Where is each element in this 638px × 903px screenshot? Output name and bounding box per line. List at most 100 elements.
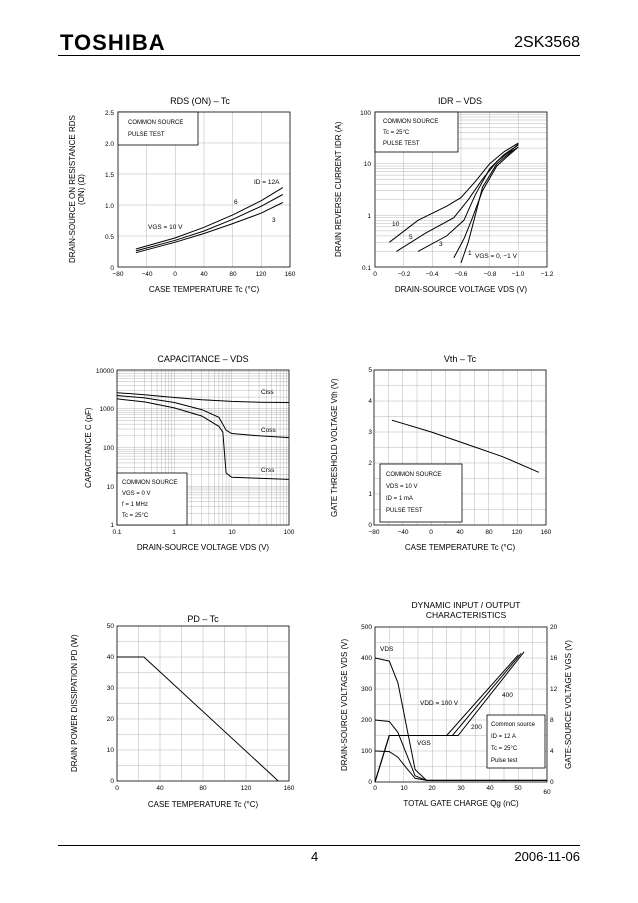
cap-xlabel: DRAIN-SOURCE VOLTAGE VDS (V) — [137, 543, 270, 552]
cap-legend-2: VGS = 0 V — [122, 491, 151, 497]
dyn-y2tick: 20 — [550, 624, 558, 631]
rds-yticks: 0 0.5 1.0 1.5 2.0 2.5 — [105, 110, 114, 272]
rds-xtick: 0 — [173, 271, 177, 278]
pd-xtick: 120 — [241, 785, 252, 792]
pd-ytick: 20 — [107, 716, 115, 723]
vth-legend-4: PULSE TEST — [386, 508, 423, 514]
vth-ylabel: GATE THRESHOLD VOLTAGE Vth (V) — [330, 378, 339, 517]
chart-rds: RDS (ON) – Tc COMMON SOURCE PULSE TEST I… — [68, 96, 296, 294]
dyn-y2label: GATE-SOURCE VOLTAGE VGS (V) — [564, 640, 573, 769]
rds-label-vgs: VGS = 10 V — [148, 224, 183, 231]
rds-title: RDS (ON) – Tc — [170, 96, 230, 106]
pd-ytick: 30 — [107, 685, 115, 692]
idr-ytick: 10 — [364, 161, 372, 168]
dyn-legend-4: Pulse test — [491, 758, 518, 764]
idr-legend-2: Tc = 25°C — [383, 130, 410, 136]
vth-xtick: −40 — [397, 529, 408, 536]
series-vds-100 — [374, 750, 547, 781]
cap-ytick: 1 — [110, 522, 114, 529]
chart-dyn: DYNAMIC INPUT / OUTPUT CHARACTERISTICS V… — [340, 600, 573, 808]
series-5 — [396, 143, 519, 252]
dyn-ytick: 100 — [361, 748, 372, 755]
vth-xtick: 0 — [429, 529, 433, 536]
dyn-xtick: 40 — [486, 785, 494, 792]
dyn-y2tick: 0 — [550, 779, 554, 786]
vth-xlabel: CASE TEMPERATURE Tc (°C) — [405, 543, 516, 552]
dyn-y2tick: 12 — [550, 686, 558, 693]
rds-xtick: 40 — [200, 271, 208, 278]
series-6 — [135, 194, 284, 252]
vth-legend-1: COMMON SOURCE — [386, 472, 441, 478]
pd-ytick: 0 — [110, 778, 114, 785]
cap-ytick: 10000 — [96, 368, 114, 375]
idr-label-10: 10 — [392, 221, 400, 228]
rds-ytick: 2.0 — [105, 141, 114, 148]
vth-xtick: 120 — [512, 529, 523, 536]
rds-legend-1: COMMON SOURCE — [128, 120, 183, 126]
chart-idr: IDR – VDS COMMON SOURCE Tc = 25°C PULSE … — [334, 96, 554, 294]
idr-label-vgs: VGS = 0, −1 V — [475, 253, 518, 260]
idr-legend-3: PULSE TEST — [383, 141, 420, 147]
cap-ylabel: CAPACITANCE C (pF) — [84, 407, 93, 488]
idr-ylabel: DRAIN REVERSE CURRENT IDR (A) — [334, 121, 343, 258]
dyn-label-200: 200 — [471, 724, 482, 731]
chart-vth: Vth – Tc COMMON SOURCE VDS = 10 V ID = 1… — [330, 354, 552, 552]
pd-title: PD – Tc — [187, 614, 219, 624]
vth-xtick: 160 — [541, 529, 552, 536]
dyn-xtick: 30 — [457, 785, 465, 792]
rds-xtick: 120 — [256, 271, 267, 278]
cap-label-crss: Crss — [261, 467, 275, 474]
header-rule — [58, 55, 580, 56]
pd-plot — [116, 625, 290, 782]
dyn-legend-3: Tc = 25°C — [491, 746, 518, 752]
vth-legend-2: VDS = 10 V — [386, 484, 418, 490]
idr-xlabel: DRAIN-SOURCE VOLTAGE VDS (V) — [395, 285, 528, 294]
cap-legend-3: f = 1 MHz — [122, 502, 148, 508]
dyn-ytick: 0 — [368, 779, 372, 786]
idr-legend-1: COMMON SOURCE — [383, 119, 438, 125]
vth-xtick: 40 — [456, 529, 464, 536]
dyn-xtick: 50 — [514, 785, 522, 792]
pd-xtick: 160 — [284, 785, 295, 792]
series-1 — [453, 146, 519, 259]
vth-ytick: 4 — [368, 398, 372, 405]
cap-xtick: 0.1 — [112, 529, 121, 536]
dyn-xtick: 10 — [400, 785, 408, 792]
idr-xtick: −1.2 — [541, 271, 554, 278]
dyn-label-vdd: VDD = 100 V — [420, 700, 459, 707]
dyn-plot: VDS VDD = 100 V 200 400 VGS Common sourc… — [374, 626, 548, 783]
rds-ytick: 0.5 — [105, 234, 114, 241]
dyn-ytick: 500 — [361, 624, 372, 631]
rds-ytick: 0 — [110, 265, 114, 272]
dyn-xtick: 0 — [373, 785, 377, 792]
vth-ytick: 5 — [368, 367, 372, 374]
idr-title: IDR – VDS — [438, 96, 482, 106]
vth-ytick: 3 — [368, 429, 372, 436]
series-vth — [391, 419, 539, 473]
pd-xtick: 0 — [115, 785, 119, 792]
cap-ytick: 10 — [107, 484, 115, 491]
rds-legend-2: PULSE TEST — [128, 132, 165, 138]
footer-page-number: 4 — [311, 849, 319, 864]
cap-ytick: 100 — [103, 445, 114, 452]
dyn-title: DYNAMIC INPUT / OUTPUT CHARACTERISTICS — [411, 600, 521, 620]
pd-ytick: 50 — [107, 623, 115, 630]
dyn-y2tick: 16 — [550, 655, 558, 662]
pd-ytick: 40 — [107, 654, 115, 661]
series-pd — [117, 656, 279, 782]
rds-ytick: 1.0 — [105, 203, 114, 210]
rds-plot: COMMON SOURCE PULSE TEST ID = 12A 6 3 VG… — [117, 111, 291, 268]
series-crss — [116, 398, 290, 480]
cap-label-ciss: Ciss — [261, 389, 274, 396]
cap-ytick: 1000 — [100, 406, 115, 413]
cap-xtick: 10 — [228, 529, 236, 536]
rds-label-3: 3 — [272, 217, 276, 224]
idr-xtick: −0.8 — [484, 271, 497, 278]
cap-title: CAPACITANCE – VDS — [157, 354, 248, 364]
dyn-ytick: 400 — [361, 655, 372, 662]
vth-ytick: 1 — [368, 491, 372, 498]
vth-legend-3: ID = 1 mA — [386, 496, 413, 502]
series-id-12a — [135, 187, 284, 250]
pd-xlabel: CASE TEMPERATURE Tc (°C) — [148, 800, 259, 809]
rds-xtick: −80 — [112, 271, 123, 278]
